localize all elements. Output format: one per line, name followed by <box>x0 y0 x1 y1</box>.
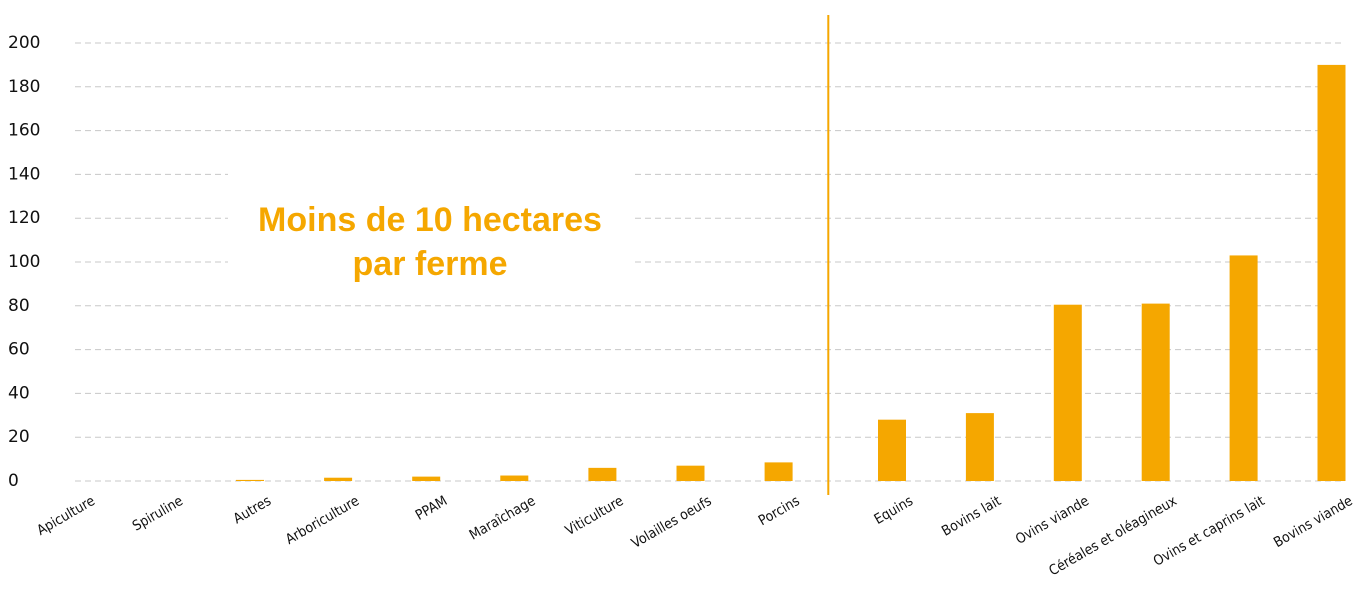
x-tick-label: Volailles oeufs <box>629 493 715 552</box>
y-tick-label: 0 <box>8 471 19 491</box>
bar <box>1317 64 1346 482</box>
bar <box>764 462 793 481</box>
y-tick-label: 80 <box>8 296 30 316</box>
annotation-background <box>228 170 633 290</box>
x-tick-label: Ovins viande <box>1013 493 1092 548</box>
bar <box>676 465 705 481</box>
bar <box>878 419 906 481</box>
bar <box>500 475 529 481</box>
bar <box>236 479 264 481</box>
x-tick-label: Viticulture <box>563 493 627 539</box>
bar <box>1141 303 1170 481</box>
y-tick-label: 200 <box>8 33 40 53</box>
bar <box>1053 304 1082 481</box>
x-tick-label: PPAM <box>413 493 450 524</box>
y-tick-label: 100 <box>8 252 40 272</box>
y-tick-label: 140 <box>8 164 40 184</box>
x-tick-label: Spiruline <box>130 493 186 535</box>
y-tick-label: 40 <box>8 383 30 403</box>
y-tick-label: 160 <box>8 121 40 141</box>
x-tick-label: Arboriculture <box>283 493 362 548</box>
x-tick-label: Maraîchage <box>467 493 539 544</box>
x-tick-label: Bovins lait <box>939 493 1004 540</box>
bar <box>965 413 994 481</box>
annotation: Moins de 10 hectares <box>258 201 602 239</box>
y-tick-label: 180 <box>8 77 40 97</box>
bar <box>588 467 617 481</box>
bar <box>324 477 353 481</box>
annotation: par ferme <box>353 245 508 283</box>
x-tick-label: Bovins viande <box>1271 493 1356 551</box>
y-tick-label: 60 <box>8 340 30 360</box>
x-tick-label: Porcins <box>756 493 803 529</box>
x-tick-label: Apiculture <box>34 493 98 539</box>
x-tick-label: Equins <box>872 493 916 528</box>
y-tick-label: 20 <box>8 427 30 447</box>
y-tick-label: 120 <box>8 208 40 228</box>
bar <box>1229 255 1258 481</box>
bar <box>412 476 441 481</box>
x-tick-label: Autres <box>231 493 274 527</box>
